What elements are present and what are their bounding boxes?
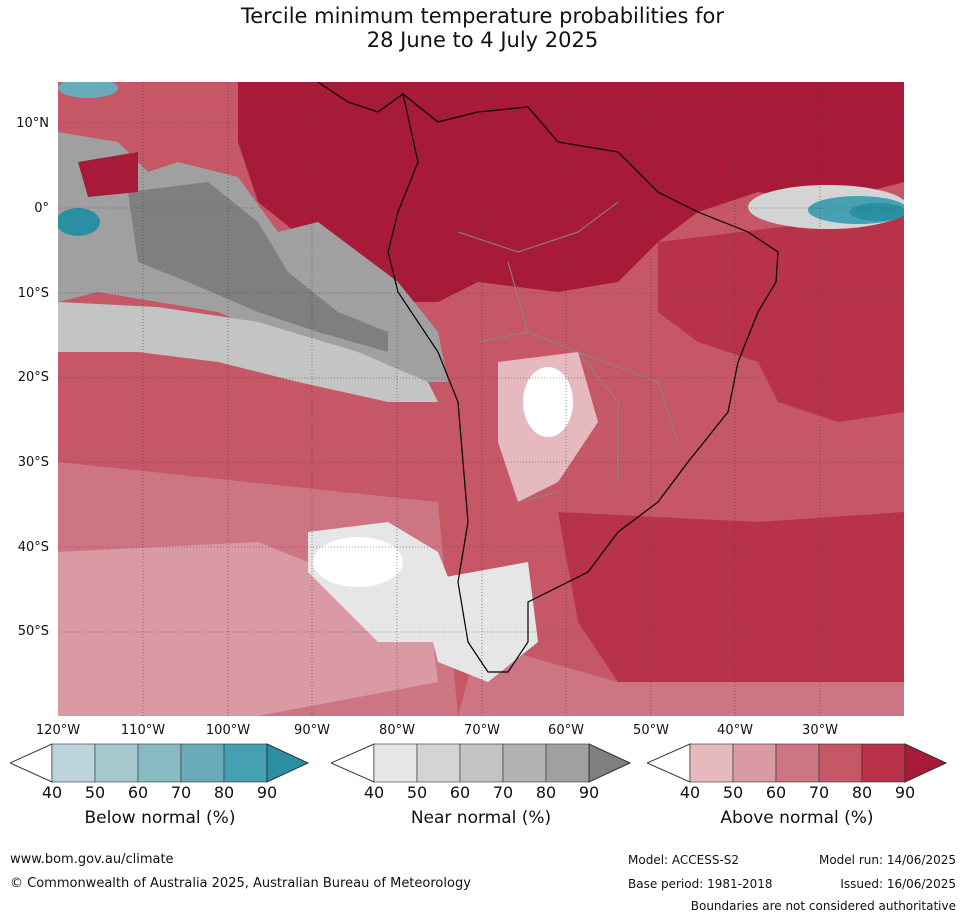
lat-label-20s: 20°S (17, 370, 49, 385)
lat-label-0: 0° (34, 201, 49, 216)
below-tick-50: 50 (84, 783, 106, 802)
disclaimer-text: Boundaries are not considered authoritat… (690, 899, 956, 913)
central-america-coastline (317, 82, 404, 113)
below-tick-60: 60 (127, 783, 149, 802)
graticule (58, 82, 904, 716)
title-line-1: Tercile minimum temperature probabilitie… (240, 4, 725, 28)
title-line-2: 28 June to 4 July 2025 (366, 28, 599, 52)
lon-label-30w: 30°W (802, 723, 838, 738)
colorbar-below-normal (10, 743, 310, 783)
issued-text: Issued: 16/06/2025 (840, 877, 956, 891)
northern-above-90-region (238, 82, 904, 302)
south-pacific-white (313, 537, 403, 587)
lat-label-10n: 10°N (16, 116, 49, 131)
below-normal-atlantic-core (850, 203, 904, 221)
near-tick-40: 40 (363, 783, 385, 802)
probability-map (58, 82, 904, 716)
pacific-near-normal-dark (128, 182, 388, 352)
south-america-coastline (387, 92, 779, 673)
near-tick-50: 50 (406, 783, 428, 802)
above-tick-50: 50 (722, 783, 744, 802)
lon-label-120w: 120°W (35, 723, 81, 738)
pacific-near-normal-light (58, 302, 438, 402)
above-tick-80: 80 (851, 783, 873, 802)
lon-label-90w: 90°W (294, 723, 330, 738)
andes-white (523, 367, 573, 437)
above-tick-70: 70 (808, 783, 830, 802)
lat-label-40s: 40°S (17, 540, 49, 555)
above-tick-60: 60 (765, 783, 787, 802)
lat-label-10s: 10°S (17, 286, 49, 301)
lon-label-110w: 110°W (120, 723, 166, 738)
below-normal-pacific-north (58, 82, 118, 98)
copyright-text: © Commonwealth of Australia 2025, Austra… (10, 876, 471, 891)
model-run-text: Model run: 14/06/2025 (818, 853, 956, 867)
lon-label-80w: 80°W (379, 723, 415, 738)
patagonia-near-normal (418, 562, 538, 682)
lon-label-60w: 60°W (548, 723, 584, 738)
below-normal-title: Below normal (%) (84, 808, 236, 828)
website-link[interactable]: www.bom.gov.au/climate (10, 852, 174, 867)
above-normal-title: Above normal (%) (720, 808, 874, 828)
lat-label-30s: 30°S (17, 455, 49, 470)
model-text: Model: ACCESS-S2 (628, 853, 740, 867)
lon-label-70w: 70°W (464, 723, 500, 738)
south-atlantic-above-80 (558, 512, 904, 692)
lat-label-50s: 50°S (17, 624, 49, 639)
above-tick-90: 90 (894, 783, 916, 802)
near-normal-title: Near normal (%) (410, 808, 552, 828)
atlantic-above-90-region (658, 212, 904, 422)
base-period-text: Base period: 1981-2018 (628, 877, 773, 891)
country-borders (457, 201, 679, 503)
lon-label-100w: 100°W (205, 723, 251, 738)
near-tick-90: 90 (578, 783, 600, 802)
colorbar-near-normal (331, 743, 631, 783)
below-tick-40: 40 (41, 783, 63, 802)
colorbar-above-normal (647, 743, 947, 783)
near-tick-70: 70 (492, 783, 514, 802)
lon-label-50w: 50°W (633, 723, 669, 738)
pacific-red-west (78, 152, 138, 197)
near-tick-60: 60 (449, 783, 471, 802)
lon-label-40w: 40°W (717, 723, 753, 738)
below-tick-90: 90 (256, 783, 278, 802)
near-tick-80: 80 (535, 783, 557, 802)
below-tick-80: 80 (213, 783, 235, 802)
above-tick-40: 40 (679, 783, 701, 802)
map-canvas (58, 82, 904, 716)
below-normal-pacific-west (58, 208, 100, 236)
map-title: Tercile minimum temperature probabilitie… (0, 4, 965, 52)
below-tick-70: 70 (170, 783, 192, 802)
south-atlantic-above-60 (458, 642, 904, 716)
